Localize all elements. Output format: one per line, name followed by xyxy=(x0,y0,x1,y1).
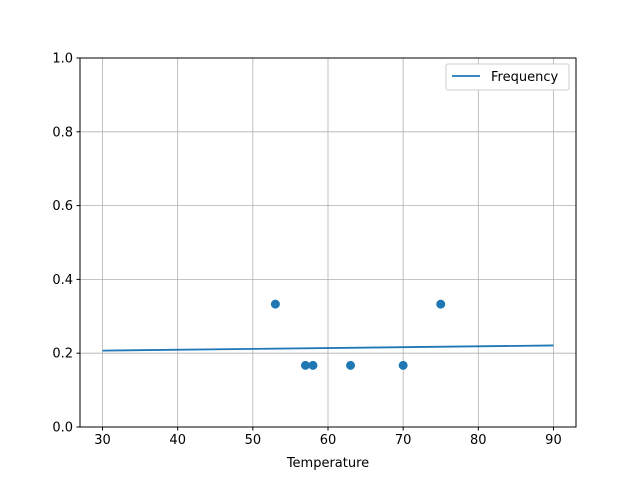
x-tick-label: 30 xyxy=(94,433,111,448)
scatter-point xyxy=(398,360,408,370)
frequency-line xyxy=(102,344,554,352)
x-axis-label: Temperature xyxy=(286,456,369,471)
y-tick-label: 0.2 xyxy=(52,347,73,362)
x-tick-label: 80 xyxy=(470,433,487,448)
x-tick-label: 90 xyxy=(545,433,562,448)
scatter-point xyxy=(436,299,446,309)
grid xyxy=(80,57,576,428)
y-tick-label: 0.8 xyxy=(52,125,73,140)
ticks: 30 40 50 60 70 80 90 0.0 0.2 0.4 0.6 0.8 1.0 xyxy=(52,52,561,449)
y-tick-label: 1.0 xyxy=(52,52,73,67)
y-tick-label: 0.6 xyxy=(52,199,73,214)
marks xyxy=(102,299,554,370)
x-tick-label: 40 xyxy=(169,433,186,448)
x-tick-label: 70 xyxy=(395,433,412,448)
scatter-point xyxy=(270,299,280,309)
scatter-point xyxy=(308,360,318,370)
x-tick-label: 60 xyxy=(320,433,337,448)
legend: Frequency xyxy=(445,63,570,91)
legend-label: Frequency xyxy=(491,70,558,85)
x-tick-label: 50 xyxy=(245,433,262,448)
y-tick-label: 0.0 xyxy=(52,421,73,436)
scatter-point xyxy=(300,360,310,370)
legend-box xyxy=(445,63,570,91)
scatter-point xyxy=(346,360,356,370)
y-tick-label: 0.4 xyxy=(52,273,73,288)
